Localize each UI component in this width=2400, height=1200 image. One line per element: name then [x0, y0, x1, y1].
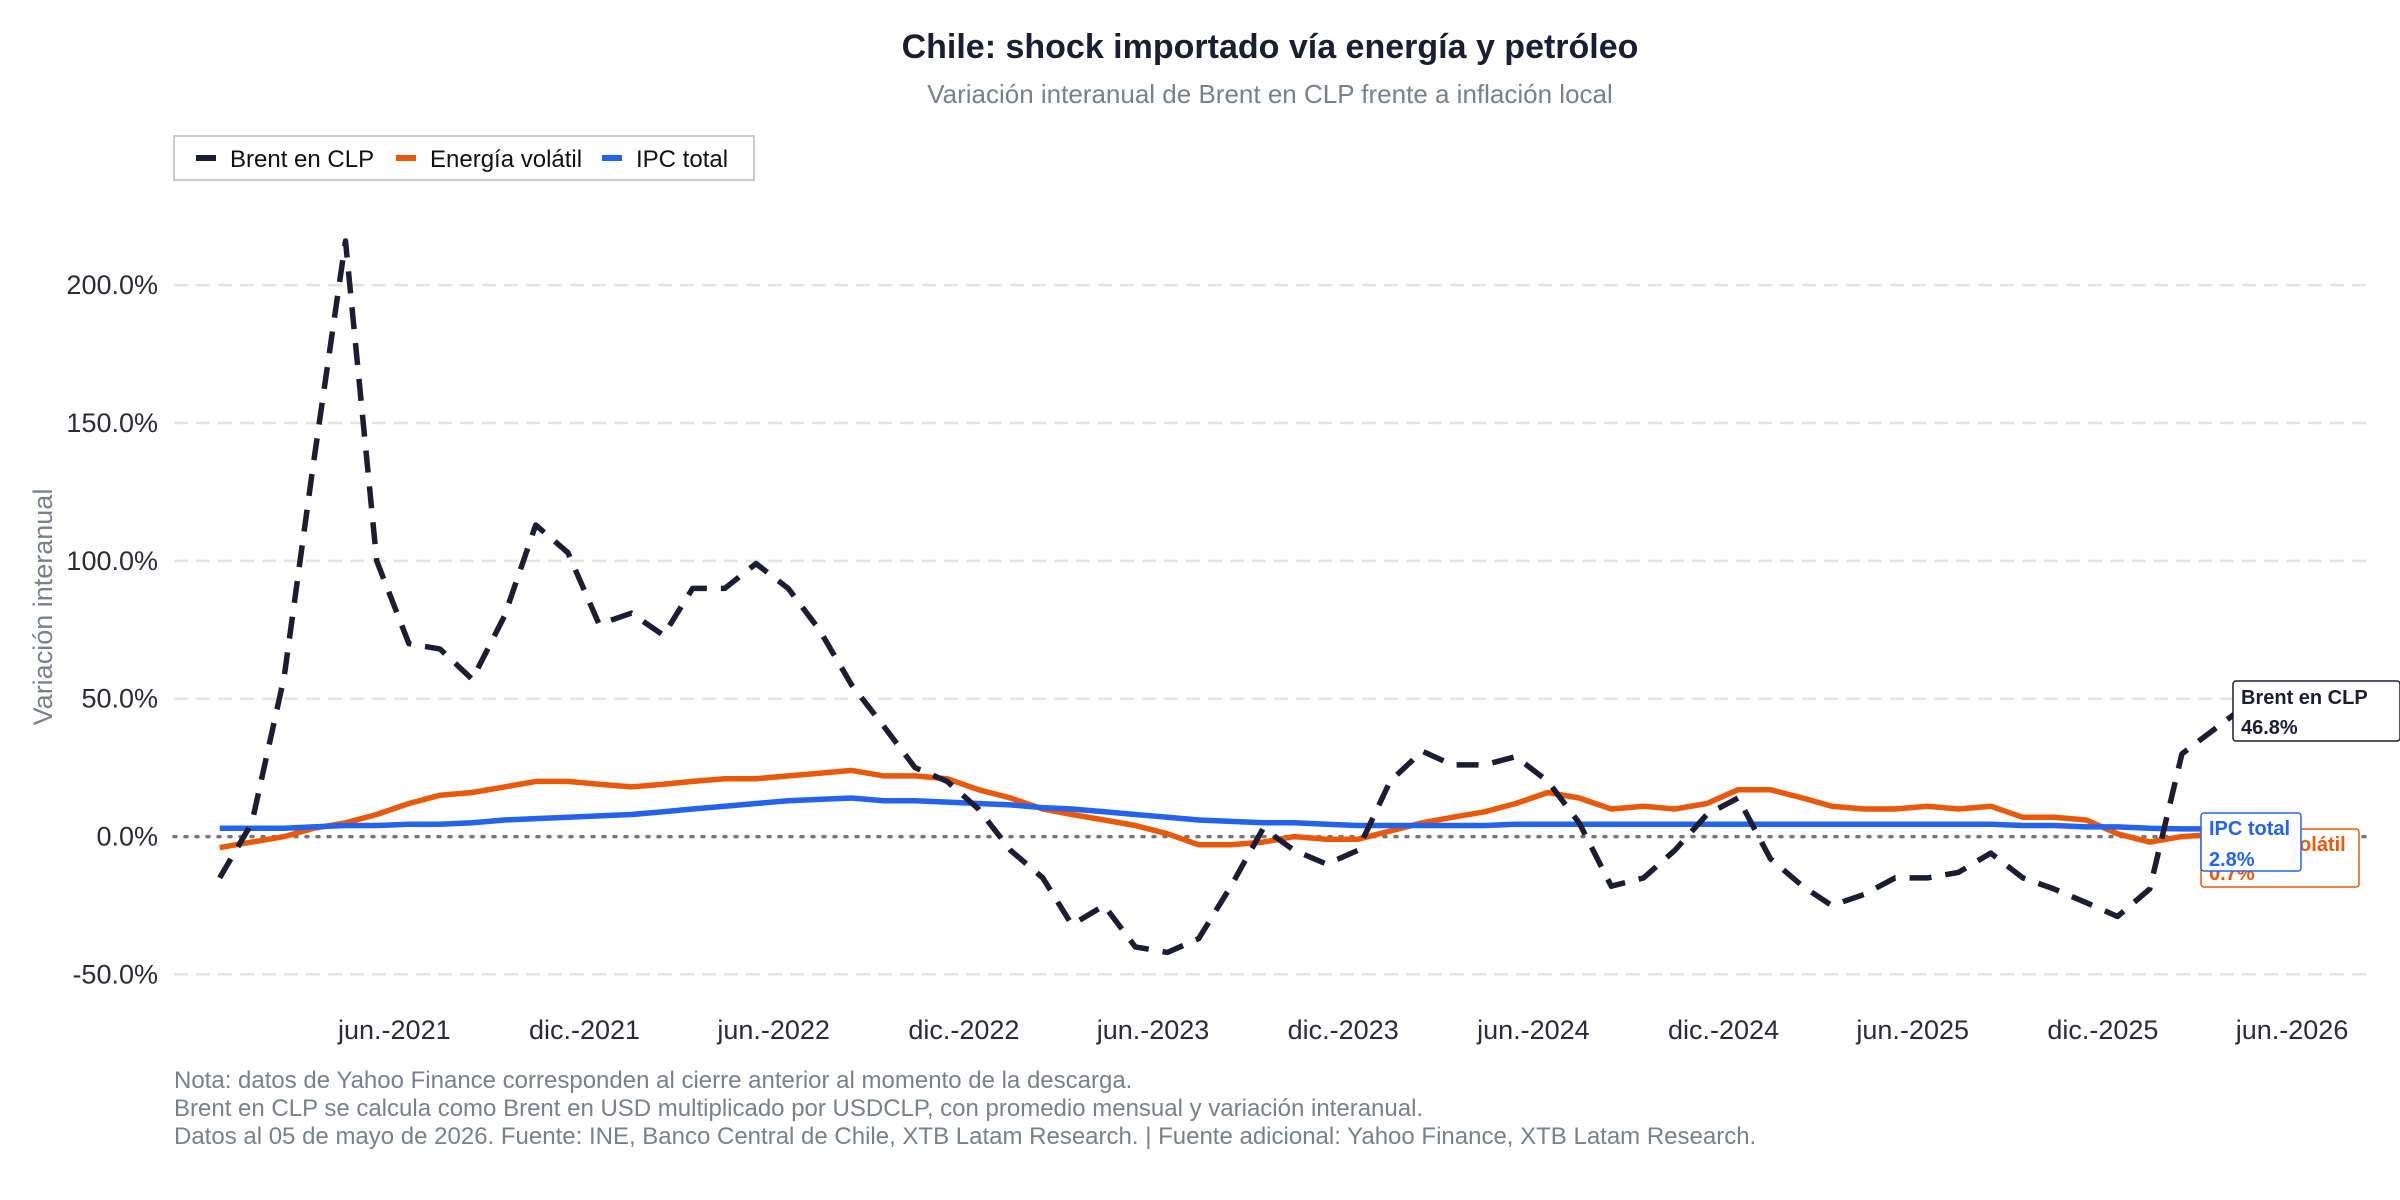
chart-subtitle: Variación interanual de Brent en CLP fre…: [927, 79, 1613, 109]
x-tick-label: jun.-2025: [1855, 1015, 1969, 1045]
legend: Brent en CLP Energía volátil IPC total: [173, 135, 755, 181]
x-tick-label: dic.-2024: [1668, 1015, 1779, 1045]
end-label-brent-value: 46.8%: [2241, 717, 2298, 739]
y-tick-label: 50.0%: [81, 684, 158, 714]
end-label-ipc: IPC total 2.8%: [2200, 812, 2302, 872]
y-tick-label: 200.0%: [66, 270, 158, 300]
y-tick-label: 100.0%: [66, 546, 158, 576]
series-lines: [217, 238, 2245, 956]
x-axis-ticks: jun.-2021 dic.-2021 jun.-2022 dic.-2022 jun.…: [337, 1015, 2348, 1045]
legend-item-brent: Brent en CLP: [196, 146, 374, 173]
legend-label-energia: Energía volátil: [430, 146, 582, 173]
y-tick-label: 0.0%: [96, 822, 158, 852]
end-label-brent: Brent en CLP 46.8%: [2232, 680, 2400, 742]
legend-label-brent: Brent en CLP: [230, 146, 374, 173]
series-line-brent-en-clp: [217, 238, 2245, 956]
grid: [172, 283, 2372, 976]
x-tick-label: jun.-2023: [1096, 1015, 1210, 1045]
legend-box: [173, 135, 755, 181]
end-label-brent-box: [2232, 680, 2400, 742]
y-axis-ticks: -50.0% 0.0% 50.0% 100.0% 150.0% 200.0%: [66, 270, 158, 989]
x-tick-label: jun.-2021: [337, 1015, 451, 1045]
x-tick-label: jun.-2022: [716, 1015, 830, 1045]
x-tick-label: jun.-2026: [2235, 1015, 2349, 1045]
note-line-2: Brent en CLP se calcula como Brent en US…: [174, 1095, 1423, 1122]
x-tick-label: dic.-2023: [1288, 1015, 1399, 1045]
chart-title: Chile: shock importado vía energía y pet…: [902, 28, 1639, 66]
end-label-ipc-value: 2.8%: [2209, 849, 2255, 871]
legend-item-ipc: IPC total: [602, 146, 728, 173]
series-line-ipc-total: [219, 795, 2244, 832]
end-label-ipc-name: IPC total: [2209, 818, 2290, 840]
end-label-ipc-box: [2200, 812, 2302, 872]
legend-label-ipc: IPC total: [636, 146, 728, 173]
y-tick-label: -50.0%: [72, 959, 158, 989]
end-label-brent-name: Brent en CLP: [2241, 687, 2368, 709]
y-tick-label: 150.0%: [66, 408, 158, 438]
x-tick-label: dic.-2025: [2047, 1015, 2158, 1045]
y-axis-label: Variación interanual: [28, 489, 58, 726]
note-line-1: Nota: datos de Yahoo Finance corresponde…: [174, 1067, 1132, 1094]
series-line-energia-volatil: [219, 767, 2244, 851]
x-tick-label: dic.-2021: [529, 1015, 640, 1045]
note-line-3: Datos al 05 de mayo de 2026. Fuente: INE…: [174, 1123, 1756, 1150]
x-tick-label: jun.-2024: [1476, 1015, 1590, 1045]
x-tick-label: dic.-2022: [908, 1015, 1019, 1045]
legend-item-energia: Energía volátil: [396, 146, 582, 173]
